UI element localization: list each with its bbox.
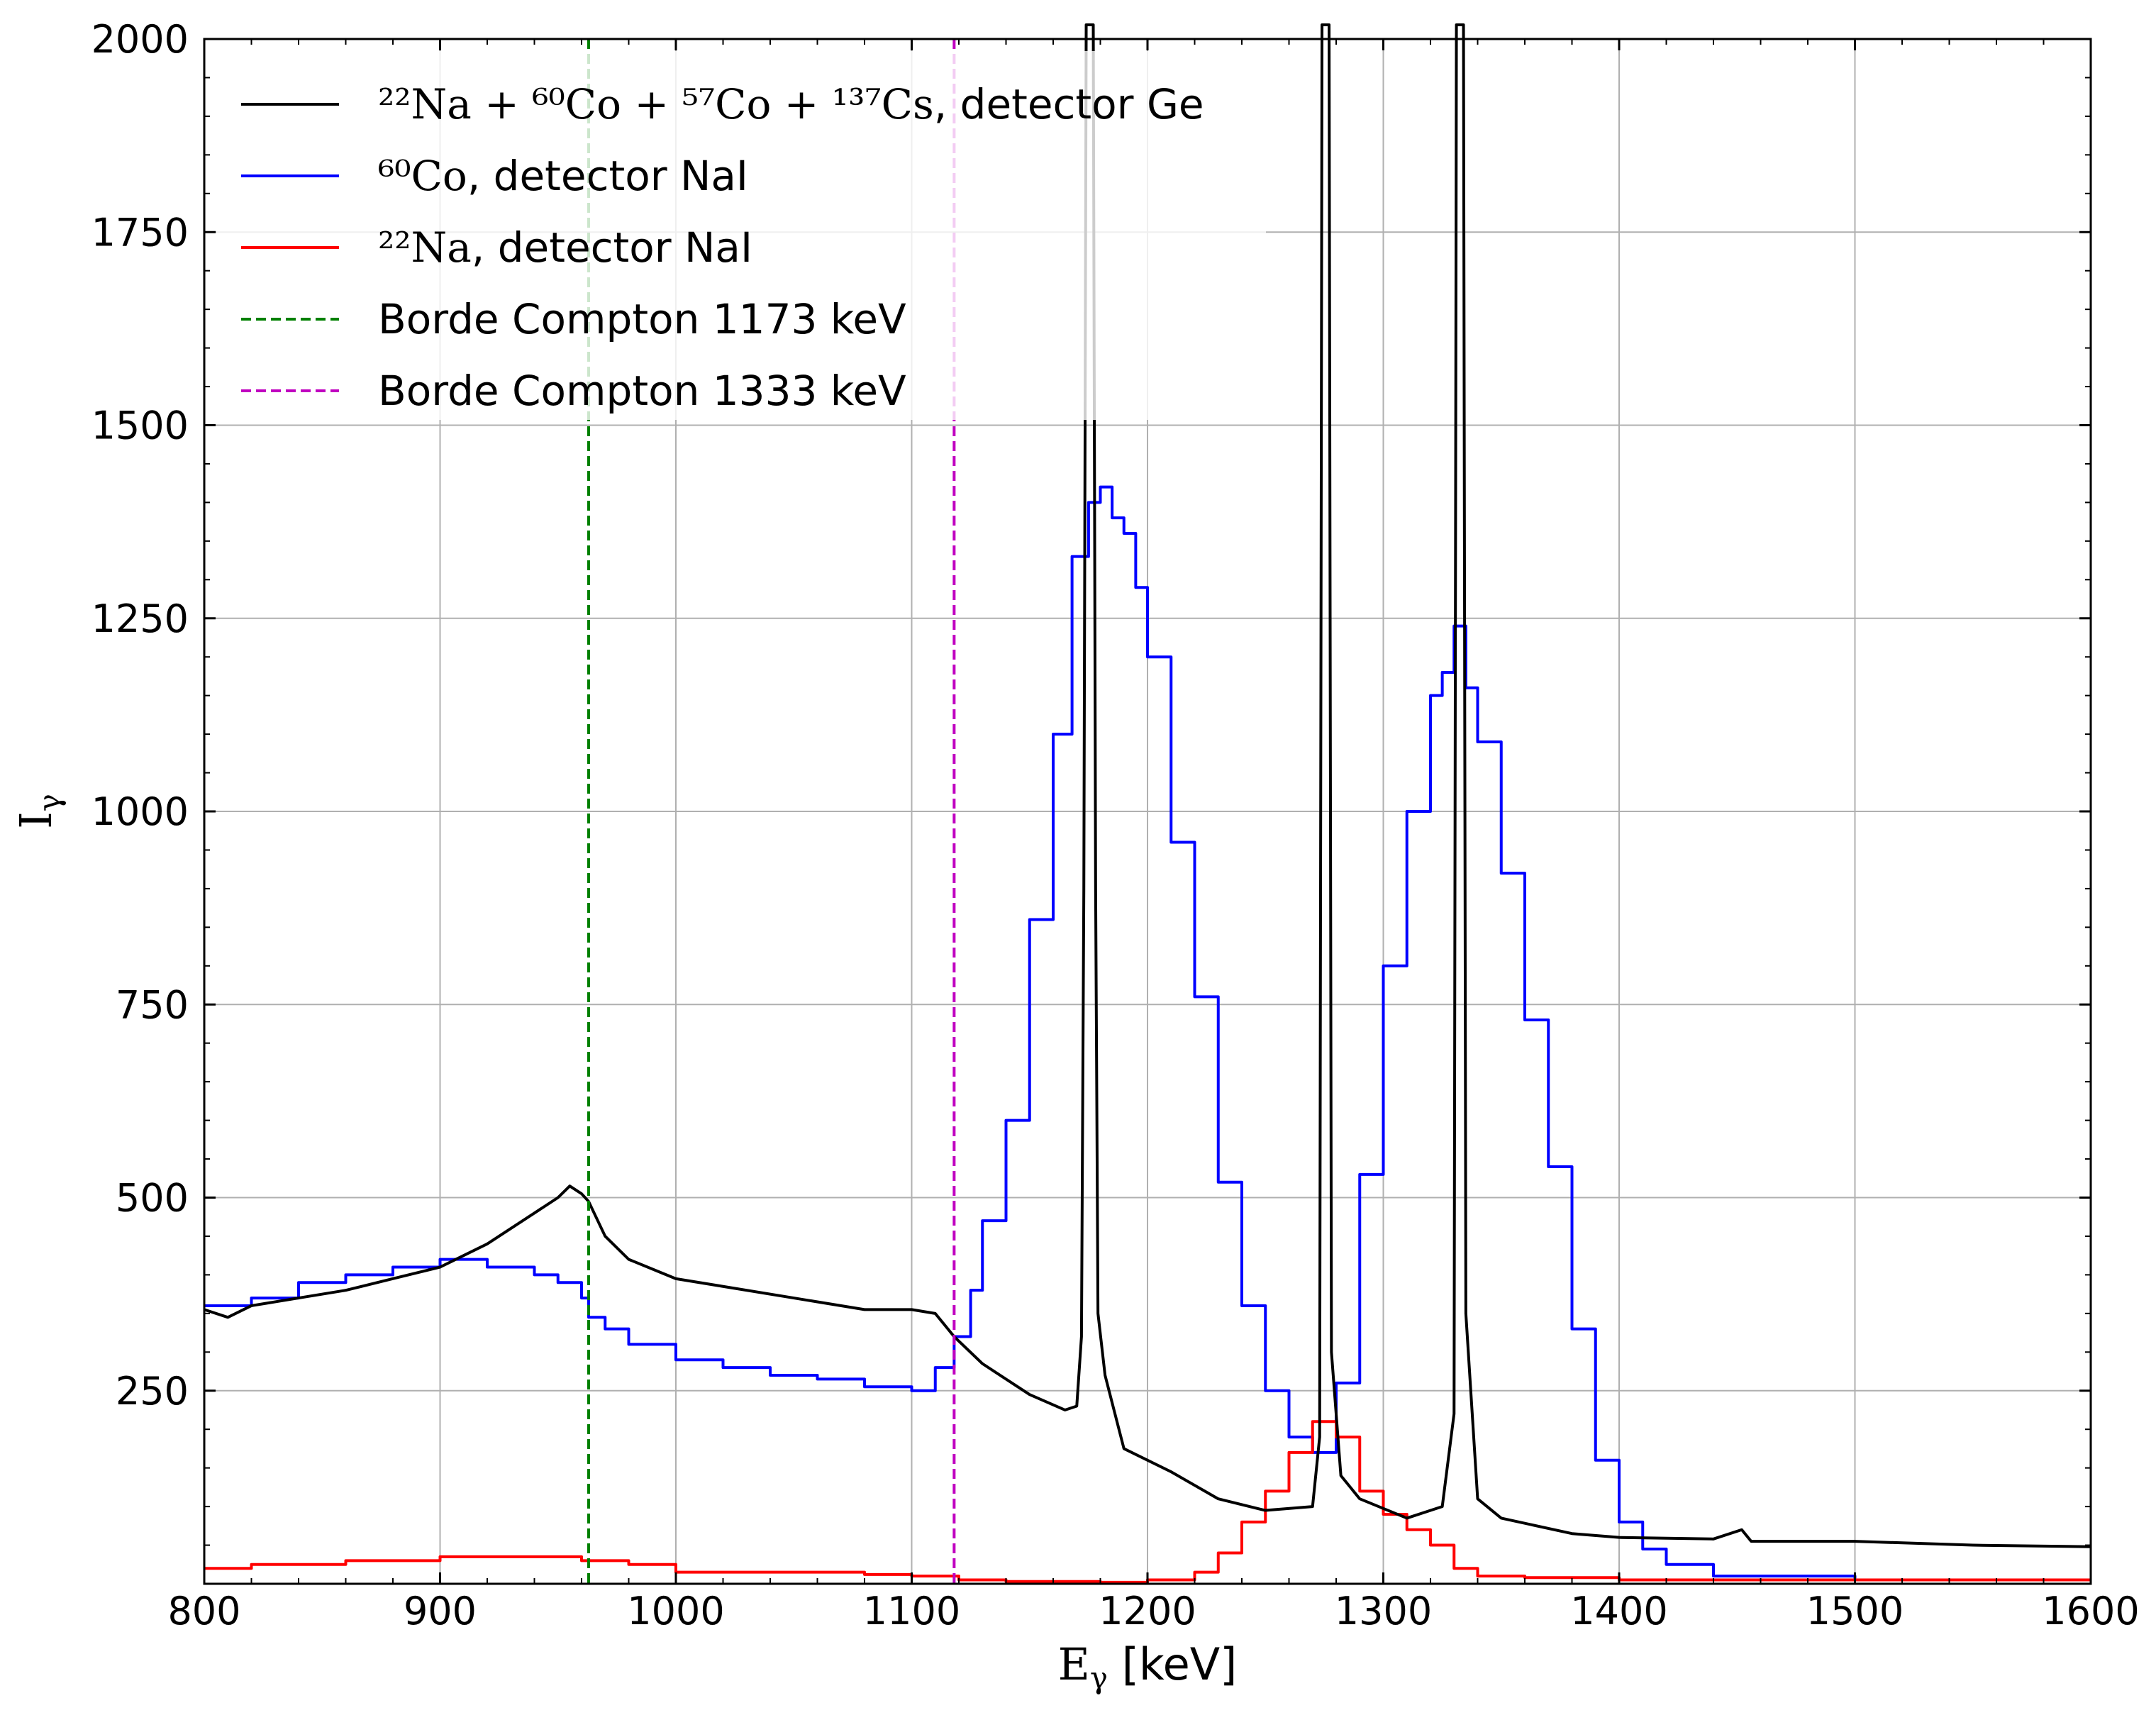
x-tick-label: 1600 <box>2042 1589 2139 1633</box>
x-tick-label: 900 <box>404 1589 477 1633</box>
legend: ²²Na + ⁶⁰Co + ⁵⁷Co + ¹³⁷Cs, detector Ge ⁶… <box>216 51 1266 420</box>
y-tick-label: 2000 <box>91 17 189 62</box>
x-tick-label: 1400 <box>1570 1589 1667 1633</box>
legend-box <box>216 51 1266 420</box>
series-line <box>204 23 2091 1548</box>
y-tick-label: 1250 <box>91 596 189 641</box>
x-tick-label: 1500 <box>1806 1589 1904 1633</box>
legend-label: ²²Na, detector NaI <box>378 223 752 272</box>
y-tick-label: 250 <box>116 1369 189 1414</box>
y-tick-label: 1750 <box>91 210 189 255</box>
x-axis-label: Eγ [keV] <box>1058 1638 1238 1695</box>
x-tick-label: 1100 <box>863 1589 960 1633</box>
y-tick-label: 1000 <box>91 789 189 834</box>
x-tick-label: 800 <box>167 1589 240 1633</box>
y-axis-label: Iγ <box>10 794 67 829</box>
legend-label: ⁶⁰Co, detector NaI <box>378 152 748 200</box>
y-tick-label: 500 <box>116 1176 189 1221</box>
x-tick-label: 1000 <box>627 1589 724 1633</box>
y-tick-label: 1500 <box>91 404 189 448</box>
legend-label: Borde Compton 1333 keV <box>378 367 906 415</box>
x-tick-label: 1200 <box>1099 1589 1196 1633</box>
legend-label: Borde Compton 1173 keV <box>378 295 906 343</box>
legend-label: ²²Na + ⁶⁰Co + ⁵⁷Co + ¹³⁷Cs, detector Ge <box>378 80 1204 128</box>
x-tick-label: 1300 <box>1335 1589 1432 1633</box>
y-tick-label: 750 <box>116 982 189 1027</box>
axis-ticks: 800 900 1000 1100 1200 1300 1400 1500 1600 250 500… <box>91 17 2140 1633</box>
